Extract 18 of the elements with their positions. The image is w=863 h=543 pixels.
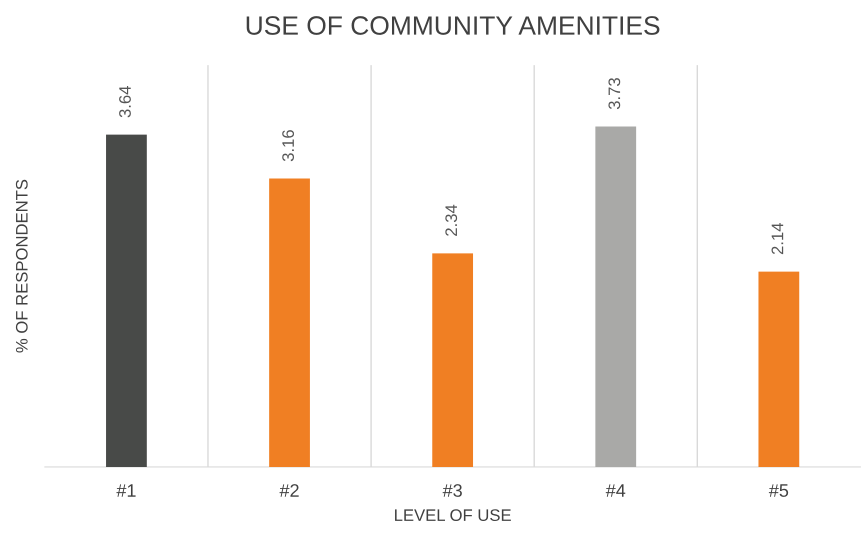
y-axis-title: % OF RESPONDENTS xyxy=(16,180,28,353)
data-label: 3.73 xyxy=(608,78,620,110)
data-label: 2.14 xyxy=(772,222,784,254)
x-axis-title: LEVEL OF USE xyxy=(395,509,511,522)
bar xyxy=(595,126,636,467)
x-tick-label: #4 xyxy=(606,484,626,497)
bar xyxy=(269,178,310,467)
data-label: 3.16 xyxy=(282,130,294,162)
x-tick-label: #2 xyxy=(280,484,299,497)
x-tick-label: #5 xyxy=(768,484,788,497)
bar xyxy=(432,253,474,467)
bar xyxy=(758,272,800,467)
data-label: 2.34 xyxy=(445,204,458,236)
bar xyxy=(106,134,147,467)
x-tick-label: #3 xyxy=(442,484,462,497)
chart-title: USE OF COMMUNITY AMENITIES xyxy=(246,16,660,35)
x-tick-label: #1 xyxy=(116,484,136,497)
data-label: 3.64 xyxy=(119,86,131,118)
